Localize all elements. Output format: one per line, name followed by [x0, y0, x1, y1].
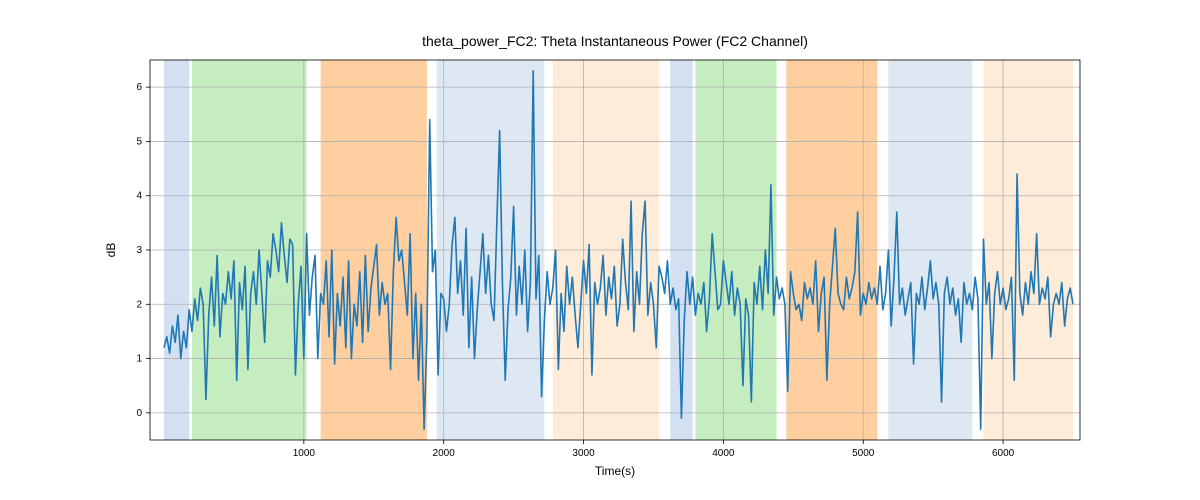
x-tick-label: 2000	[433, 448, 456, 459]
y-tick-label: 4	[136, 191, 142, 202]
y-tick-label: 2	[136, 299, 142, 310]
x-tick-label: 5000	[852, 448, 875, 459]
x-axis-label: Time(s)	[595, 464, 635, 478]
y-tick-label: 0	[136, 408, 142, 419]
x-tick-label: 6000	[992, 448, 1015, 459]
y-axis-label: dB	[104, 243, 118, 258]
x-tick-label: 3000	[572, 448, 595, 459]
y-tick-label: 3	[136, 245, 142, 256]
theta-power-chart: 1000 2000 3000 4000 5000 6000 0 1 2 3 4 5 6 Time(s) dB…	[0, 0, 1200, 500]
x-tick-label: 1000	[293, 448, 316, 459]
x-tick-label: 4000	[712, 448, 735, 459]
y-tick-label: 1	[136, 354, 142, 365]
chart-title: theta_power_FC2: Theta Instantaneous Pow…	[422, 33, 808, 49]
y-tick-label: 5	[136, 136, 142, 147]
y-tick-label: 6	[136, 82, 142, 93]
chart-container: 1000 2000 3000 4000 5000 6000 0 1 2 3 4 5 6 Time(s) dB…	[0, 0, 1200, 500]
